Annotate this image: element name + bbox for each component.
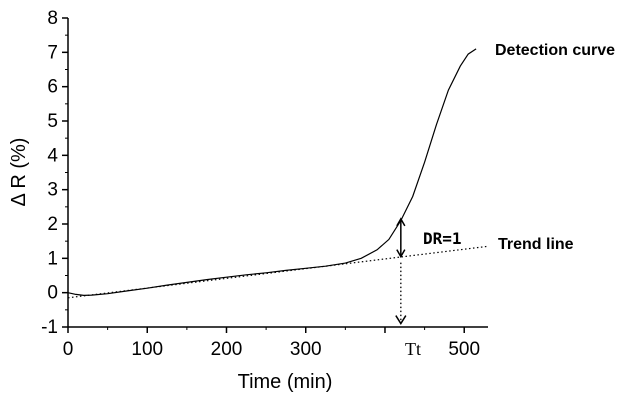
y-tick-label: 4	[47, 145, 58, 166]
dr-arrow-head-bottom	[396, 249, 406, 259]
x-tick-label: 300	[290, 339, 322, 360]
dr-label: DR=1	[423, 229, 462, 248]
x-axis-title: Time (min)	[238, 371, 333, 393]
y-tick-label: -1	[41, 317, 58, 338]
y-tick-label: 1	[47, 248, 58, 269]
dr-arrow-head-top	[396, 217, 406, 227]
trend-line-label: Trend line	[498, 236, 574, 253]
trend-line	[67, 245, 489, 299]
x-tick-label: 0	[63, 339, 74, 360]
x-tick-label: 100	[131, 339, 163, 360]
x-tick-label: 200	[211, 339, 243, 360]
x-ticks: 0 100 200 300 500	[63, 327, 480, 360]
y-ticks: -1 0 1 2 3 4 5 6 7 8	[41, 8, 68, 338]
tt-label: Tt	[405, 339, 421, 359]
detection-curve-label: Detection curve	[495, 42, 615, 59]
y-tick-label: 2	[47, 214, 58, 235]
y-tick-label: 7	[47, 42, 58, 63]
x-tick-label: 500	[448, 339, 480, 360]
y-tick-label: 3	[47, 180, 58, 201]
y-tick-label: 6	[47, 77, 58, 98]
y-axis-title: Δ R (%)	[8, 138, 30, 207]
detection-curve	[67, 48, 477, 297]
tt-arrow-head	[395, 315, 407, 325]
y-tick-label: 0	[47, 283, 58, 304]
y-tick-label: 8	[47, 8, 58, 29]
y-tick-label: 5	[47, 111, 58, 132]
